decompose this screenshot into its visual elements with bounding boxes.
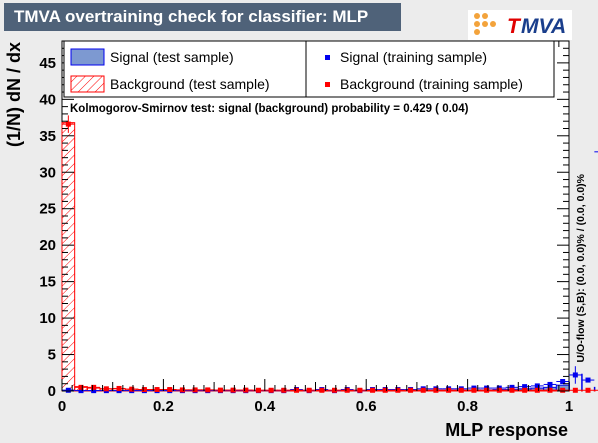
chart-title: TMVA overtraining check for classifier: … [4,3,401,31]
legend-label-background-train: Background (training sample) [340,76,523,92]
background-train-marker-26 [391,387,405,393]
ks-test-text: Kolmogorov-Smirnov test: signal (backgro… [70,103,469,115]
y-tick-label-6: 30 [39,164,56,181]
background-train-marker-17 [277,387,291,393]
legend-marker-signal-train [325,55,330,60]
signal-train-marker-41 [581,377,595,383]
background-train-marker-30 [442,387,455,393]
signal-train-marker-37 [530,383,544,389]
y-tick-label-0: 0 [48,383,56,400]
background-train-marker-9 [176,387,189,393]
background-train-marker-2 [87,384,101,390]
background-train-marker-42 [594,389,598,391]
background-train-marker-38 [543,387,557,393]
legend-label-background-test: Background (test sample) [110,76,270,92]
background-train-marker-25 [378,387,392,393]
background-train-marker-13 [226,387,240,393]
logo-letters-mva: MVA [521,15,566,38]
x-tick-label-1: 0.2 [153,398,174,415]
x-tick-label-5: 1 [565,398,573,415]
background-train-marker-34 [492,387,506,393]
background-train-marker-18 [290,387,303,393]
signal-train-marker-38 [543,381,557,387]
background-train-marker-21 [328,387,341,393]
x-tick-label-3: 0.6 [356,398,377,415]
signal-train-marker-40 [569,366,582,384]
background-train-marker-29 [429,387,443,393]
signal-train-marker-42 [594,151,598,153]
y-tick-label-9: 45 [39,55,56,72]
background-train-marker-6 [138,387,151,393]
background-train-marker-22 [340,387,354,393]
legend-swatch-signal-test [70,48,105,66]
y-tick-label-8: 40 [39,91,56,108]
tmva-logo: T MVA [468,10,572,40]
legend-label-signal-train: Signal (training sample) [340,49,487,65]
background-train-marker-14 [239,387,253,393]
x-tick-label-4: 0.8 [457,398,478,415]
background-test-bar-0 [61,122,76,392]
y-tick-label-4: 20 [39,237,56,254]
background-train-markers [62,115,598,393]
background-train-marker-10 [188,387,202,393]
signal-train-marker-39 [556,379,569,385]
legend: Signal (test sample) Background (test sa… [63,40,555,98]
background-train-marker-40 [569,387,582,393]
background-train-marker-41 [581,387,595,393]
background-train-marker-37 [530,387,544,393]
background-train-marker-0 [62,115,75,133]
signal-train-marker-2 [87,388,101,394]
x-tick-label-2: 0.4 [254,398,276,415]
background-train-marker-33 [480,387,493,393]
legend-label-signal-test: Signal (test sample) [110,49,234,65]
x-axis-title: MLP response [445,420,568,440]
y-tick-label-5: 25 [39,201,56,218]
y-tick-label-7: 35 [39,128,56,145]
y-tick-label-3: 15 [39,274,56,291]
y-tick-label-2: 10 [39,310,56,327]
signal-test-bar-41 [581,373,583,392]
background-train-marker-5 [125,386,139,392]
legend-swatch-background-test [70,75,105,93]
x-tick-label-0: 0 [58,398,66,415]
y-tick-label-1: 5 [48,347,56,364]
background-train-marker-1 [74,384,88,390]
logo-letter-t: T [507,15,522,38]
y-axis-title: (1/N) dN / dx [4,42,24,147]
overflow-text: U/O-flow (S,B): (0.0, 0.0)% / (0.0, 0.0)… [575,173,587,362]
signal-train-marker-1 [74,388,88,394]
legend-box [63,40,555,98]
legend-marker-background-train [325,82,330,87]
